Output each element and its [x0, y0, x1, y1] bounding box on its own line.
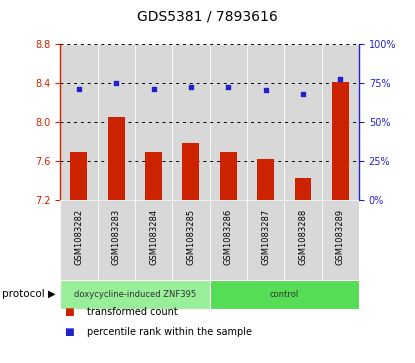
Bar	[60, 280, 210, 309]
Bar	[172, 200, 210, 280]
Text: ■: ■	[64, 327, 74, 337]
Text: GSM1083287: GSM1083287	[261, 209, 270, 265]
Text: ■: ■	[64, 307, 74, 317]
Text: doxycycline-induced ZNF395: doxycycline-induced ZNF395	[74, 290, 196, 298]
Text: GSM1083288: GSM1083288	[298, 209, 308, 265]
Text: transformed count: transformed count	[87, 307, 178, 317]
Bar	[322, 44, 359, 200]
Bar	[108, 117, 124, 200]
Text: ▶: ▶	[48, 289, 56, 299]
Bar	[145, 152, 162, 200]
Bar	[60, 44, 98, 200]
Bar	[284, 200, 322, 280]
Bar	[135, 200, 172, 280]
Point	[150, 86, 157, 92]
Bar	[284, 44, 322, 200]
Bar	[172, 44, 210, 200]
Bar	[183, 143, 199, 200]
Bar	[60, 200, 98, 280]
Bar	[210, 44, 247, 200]
Text: GSM1083282: GSM1083282	[74, 209, 83, 265]
Bar	[71, 152, 87, 200]
Bar	[98, 44, 135, 200]
Bar	[210, 280, 359, 309]
Text: GDS5381 / 7893616: GDS5381 / 7893616	[137, 9, 278, 23]
Bar	[247, 44, 284, 200]
Bar	[210, 200, 247, 280]
Text: GSM1083283: GSM1083283	[112, 209, 121, 265]
Bar	[322, 200, 359, 280]
Bar	[257, 159, 274, 200]
Bar	[135, 44, 172, 200]
Text: control: control	[270, 290, 299, 298]
Point	[225, 84, 232, 90]
Text: GSM1083285: GSM1083285	[186, 209, 195, 265]
Point	[262, 87, 269, 93]
Text: percentile rank within the sample: percentile rank within the sample	[87, 327, 252, 337]
Bar	[247, 200, 284, 280]
Text: protocol: protocol	[2, 289, 45, 299]
Bar	[295, 178, 311, 200]
Point	[76, 86, 82, 92]
Bar	[220, 152, 237, 200]
Point	[113, 79, 120, 85]
Text: GSM1083289: GSM1083289	[336, 209, 345, 265]
Point	[188, 84, 194, 90]
Text: GSM1083286: GSM1083286	[224, 209, 233, 265]
Point	[337, 77, 344, 82]
Bar	[98, 200, 135, 280]
Point	[300, 91, 306, 97]
Bar	[332, 82, 349, 200]
Text: GSM1083284: GSM1083284	[149, 209, 158, 265]
